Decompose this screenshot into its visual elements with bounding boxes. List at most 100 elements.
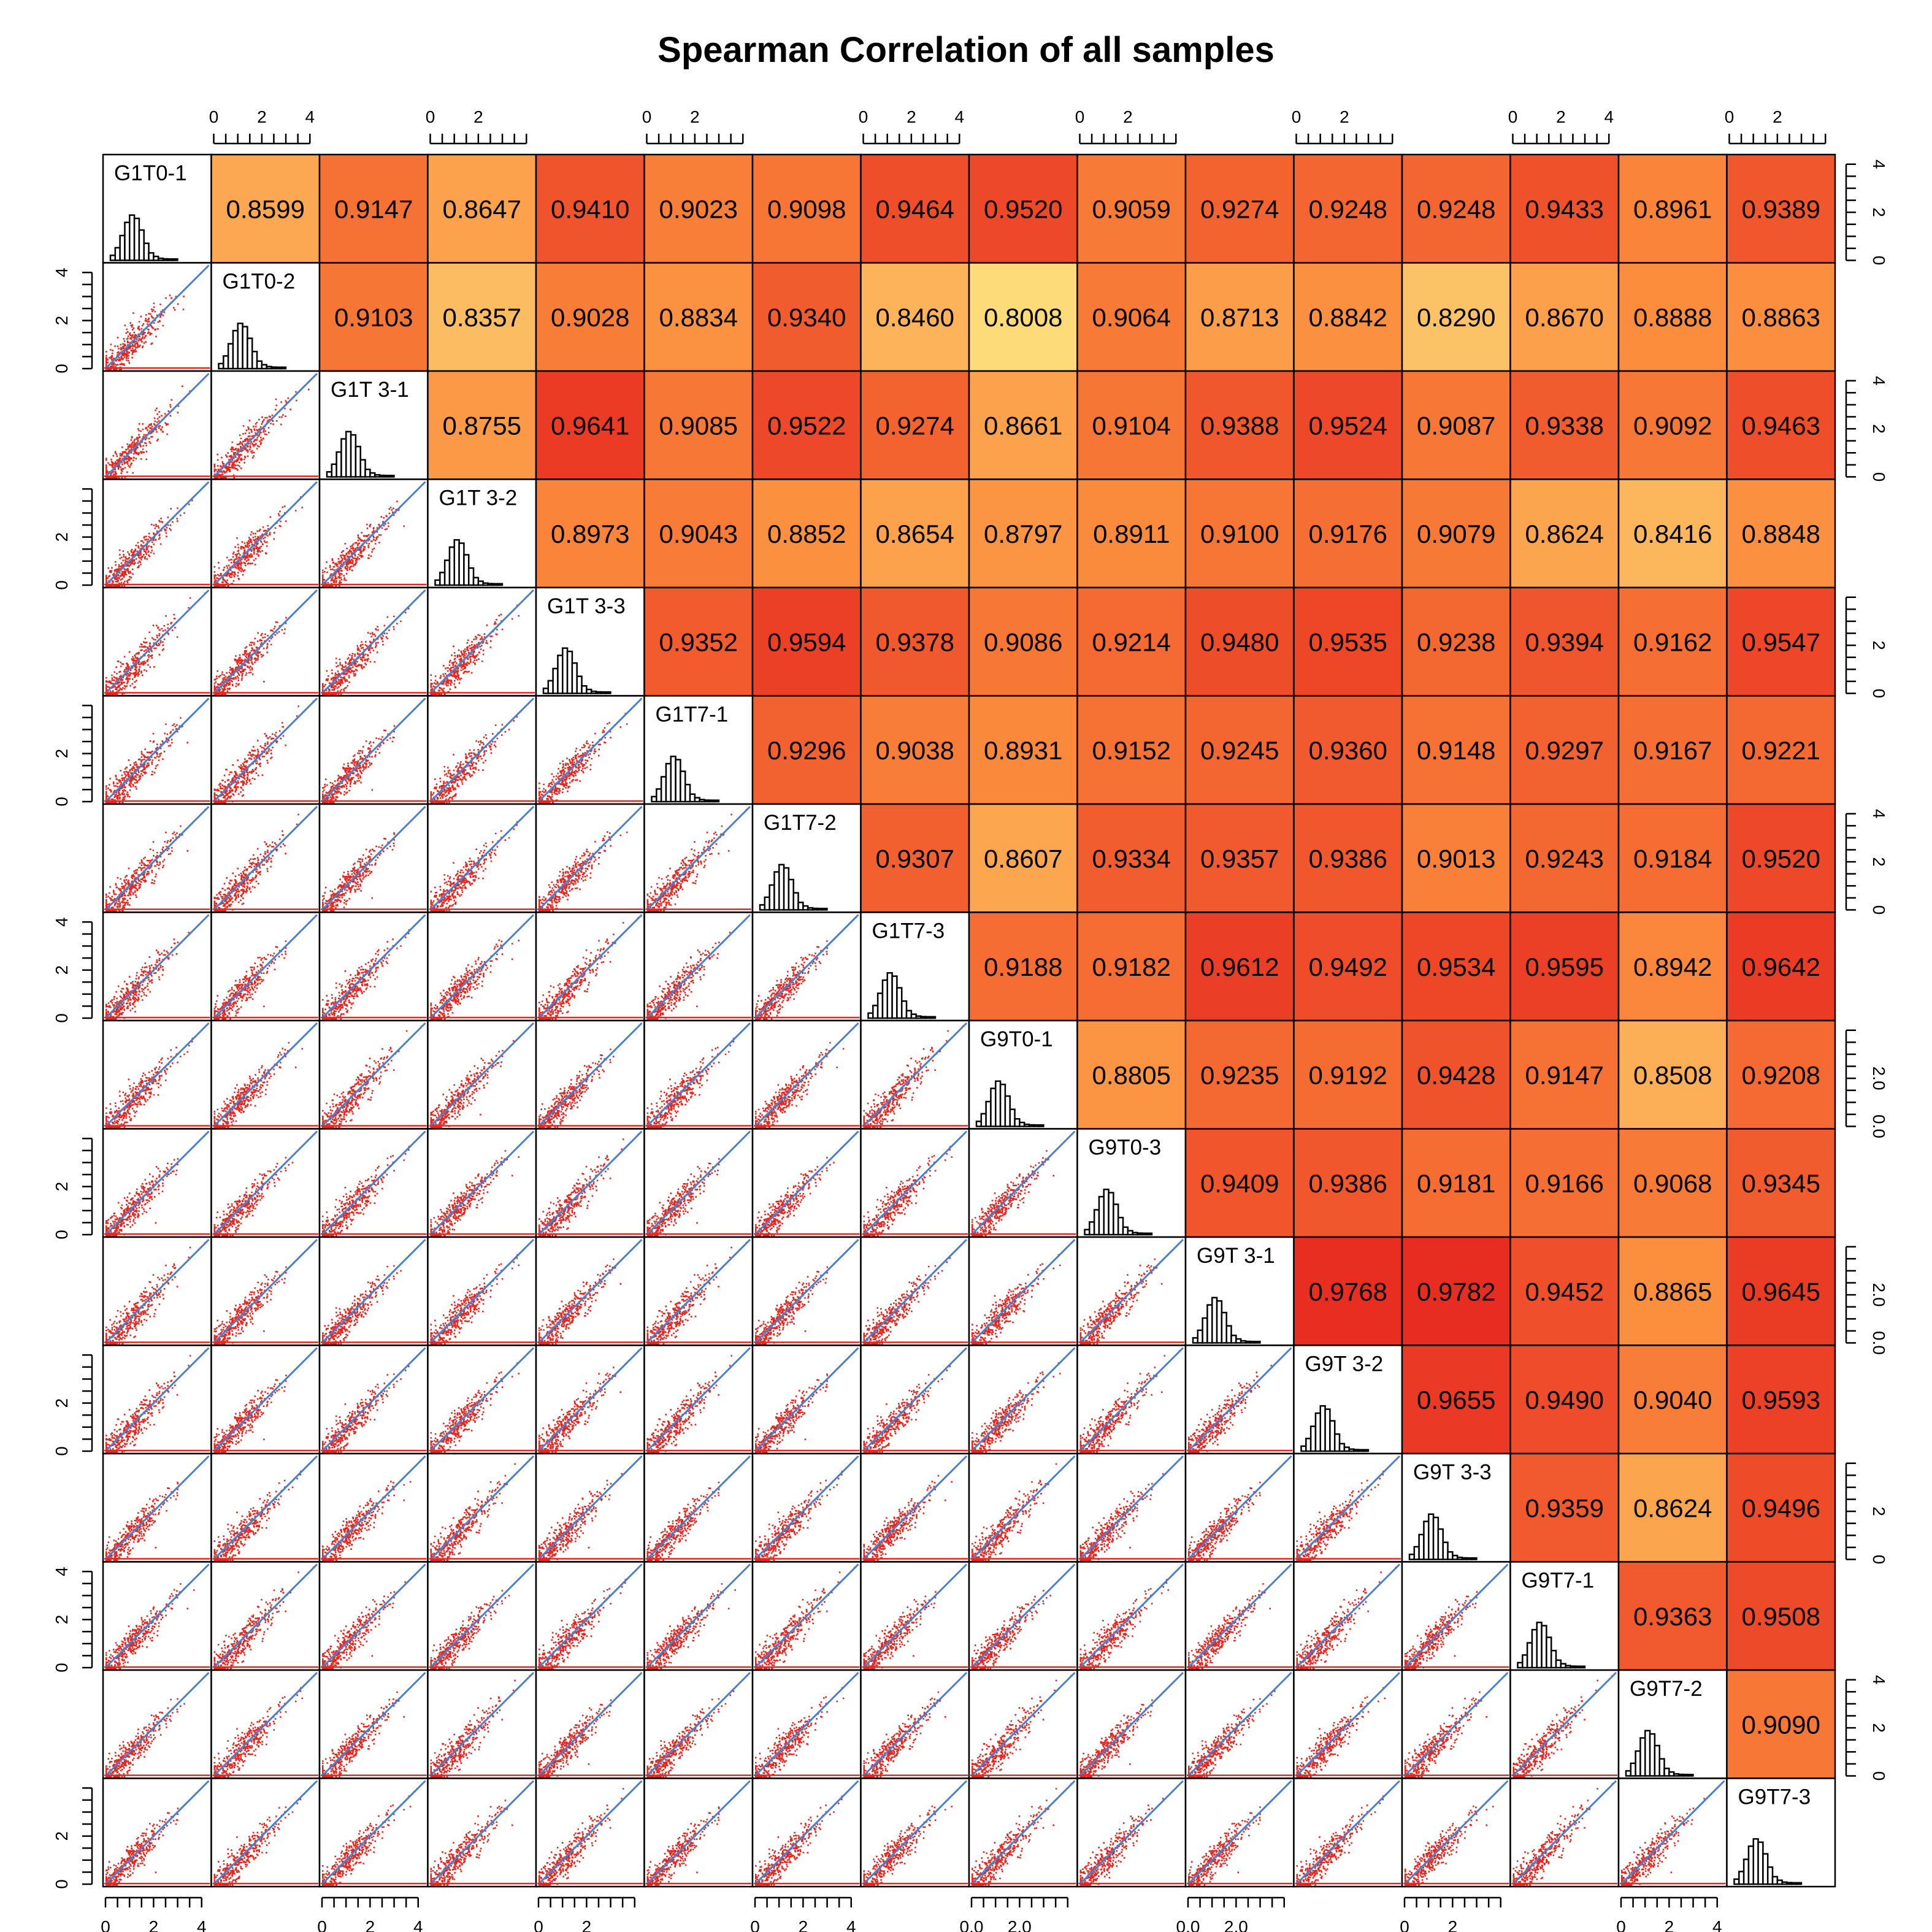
fit-line (646, 1563, 751, 1669)
tick-label: 2 (690, 107, 700, 126)
correlation-cell (1294, 155, 1402, 263)
correlation-value: 0.9593 (1742, 1386, 1820, 1414)
histogram-bar (1038, 1124, 1045, 1127)
tick-label: 0 (1725, 107, 1735, 126)
tick-label: 2 (1869, 424, 1888, 434)
tick-label: 0 (1869, 689, 1888, 699)
correlation-value: 0.9508 (1742, 1602, 1820, 1631)
correlation-cell (211, 155, 320, 263)
correlation-value: 0.8961 (1633, 194, 1712, 223)
correlation-value: 0.8357 (443, 303, 521, 332)
correlation-value: 0.9248 (1417, 194, 1495, 223)
fit-line (321, 1130, 426, 1236)
fit-line (646, 805, 751, 911)
tick-label: 4 (846, 1917, 856, 1932)
correlation-value: 0.8460 (876, 303, 954, 332)
correlation-cell (1510, 1021, 1619, 1129)
fit-line (754, 1671, 859, 1777)
correlation-cell (1619, 804, 1727, 913)
correlation-cell (753, 479, 861, 588)
correlation-value: 0.8888 (1633, 303, 1712, 332)
scatter-points (755, 1041, 845, 1129)
scatter-points (755, 1687, 845, 1778)
tick-label: 2 (1869, 207, 1888, 217)
histogram-bar (1766, 1866, 1774, 1885)
fit-line (537, 1347, 643, 1452)
fit-line (1512, 1671, 1617, 1777)
correlation-cell (644, 263, 753, 371)
correlation-value: 0.9214 (1092, 627, 1171, 656)
scatter-points (646, 1583, 736, 1669)
scatter-points (322, 1795, 412, 1886)
correlation-cell (1402, 588, 1511, 696)
correlation-cell (1619, 912, 1727, 1021)
tick-label: 4 (52, 267, 71, 277)
fit-line (1295, 1780, 1401, 1885)
correlation-value: 0.9520 (984, 194, 1062, 223)
correlation-cell (1510, 1129, 1619, 1237)
correlation-cell (1619, 155, 1727, 263)
correlation-value: 0.8973 (551, 519, 629, 548)
tick-label: 0 (426, 107, 435, 126)
fit-line (970, 1455, 1076, 1560)
correlation-cell (1510, 588, 1619, 696)
sample-label: G1T7-1 (656, 703, 729, 727)
fit-line (862, 1780, 968, 1885)
correlation-cell (1510, 479, 1619, 588)
correlation-value: 0.8670 (1525, 303, 1604, 332)
scatter-points (430, 1254, 519, 1345)
sample-label: G9T0-1 (980, 1027, 1053, 1051)
fit-line (429, 1455, 535, 1560)
histogram-bar (467, 567, 475, 586)
correlation-value: 0.9043 (659, 519, 738, 548)
fit-line (104, 697, 210, 803)
tick-label: 2 (1869, 1723, 1888, 1733)
correlation-cell (1727, 263, 1835, 371)
correlation-cell (969, 371, 1078, 480)
correlation-value: 0.9338 (1525, 411, 1604, 440)
correlation-cell (536, 479, 645, 588)
tick-label: 2.0 (1869, 1067, 1888, 1091)
fit-line (321, 1022, 426, 1127)
scatter-points (1405, 1805, 1494, 1886)
fit-line (429, 1238, 535, 1344)
tick-label: 0 (1869, 472, 1888, 482)
correlation-value: 0.9182 (1092, 953, 1171, 981)
scatter-points (105, 1698, 185, 1778)
correlation-cell (1510, 1345, 1619, 1454)
fit-line (646, 1347, 751, 1452)
fit-line (537, 805, 643, 911)
correlation-cell (969, 912, 1078, 1021)
histogram-bar (1362, 1449, 1370, 1452)
fit-line (537, 697, 643, 803)
tick-label: 2 (1123, 107, 1133, 126)
correlation-cell (1294, 371, 1402, 480)
correlation-cell (1727, 479, 1835, 588)
correlation-value: 0.9147 (334, 194, 413, 223)
correlation-cell (1510, 1237, 1619, 1346)
correlation-cell (1186, 479, 1294, 588)
fit-line (213, 914, 318, 1019)
fit-line (429, 1780, 535, 1885)
tick-label: 2 (907, 107, 916, 126)
scatter-points (430, 1590, 510, 1669)
fit-line (213, 697, 318, 803)
correlation-cell (1727, 804, 1835, 913)
scatter-points (213, 1157, 294, 1236)
correlation-value: 0.8713 (1200, 303, 1279, 332)
fit-line (104, 589, 210, 694)
histogram-bar (496, 583, 504, 586)
correlation-cell (644, 588, 753, 696)
correlation-value: 0.9188 (984, 953, 1062, 981)
tick-label: 2 (1340, 107, 1349, 126)
fit-line (321, 1780, 426, 1885)
correlation-cell (1186, 155, 1294, 263)
correlation-cell (1727, 1345, 1835, 1454)
fit-line (1079, 1347, 1184, 1452)
tick-label: 2 (1556, 107, 1566, 126)
correlation-cell (969, 588, 1078, 696)
tick-label: 4 (1604, 107, 1614, 126)
fit-line (970, 1671, 1076, 1777)
tick-label: 0.0 (1869, 1114, 1888, 1138)
scatter-points (972, 1362, 1061, 1453)
